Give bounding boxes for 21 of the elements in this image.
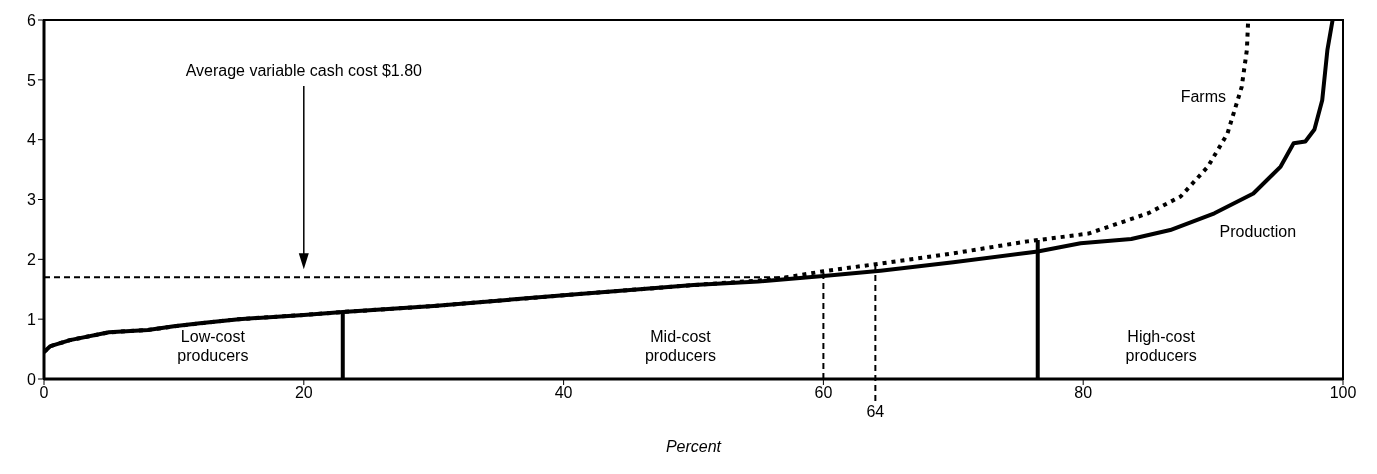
- series-label: Production: [1219, 222, 1297, 240]
- y-tick-label: 0: [27, 370, 37, 388]
- y-tick-label: 6: [27, 11, 37, 29]
- y-tick-label: 3: [27, 191, 37, 209]
- annotation: Average variable cash cost $1.80: [185, 62, 423, 79]
- y-tick-label: 5: [27, 71, 37, 89]
- x-tick-label: 20: [294, 384, 313, 402]
- x-tick-label: 0: [39, 384, 49, 402]
- x-axis-title: Percent: [665, 438, 722, 455]
- x-tick-label: 40: [554, 384, 573, 402]
- annotation: Mid-cost producers: [644, 328, 717, 365]
- annotation: High-cost producers: [1125, 328, 1197, 365]
- x-tick-label: 100: [1329, 384, 1357, 402]
- x-tick-label: 60: [814, 384, 833, 402]
- y-tick-label: 1: [27, 310, 37, 328]
- ref-line-label: 64: [866, 403, 885, 420]
- y-tick-label: 2: [27, 251, 37, 269]
- annotation: Low-cost producers: [177, 328, 249, 365]
- y-tick-label: 4: [27, 131, 37, 149]
- series-label: Farms: [1180, 87, 1226, 105]
- x-tick-label: 80: [1074, 384, 1093, 402]
